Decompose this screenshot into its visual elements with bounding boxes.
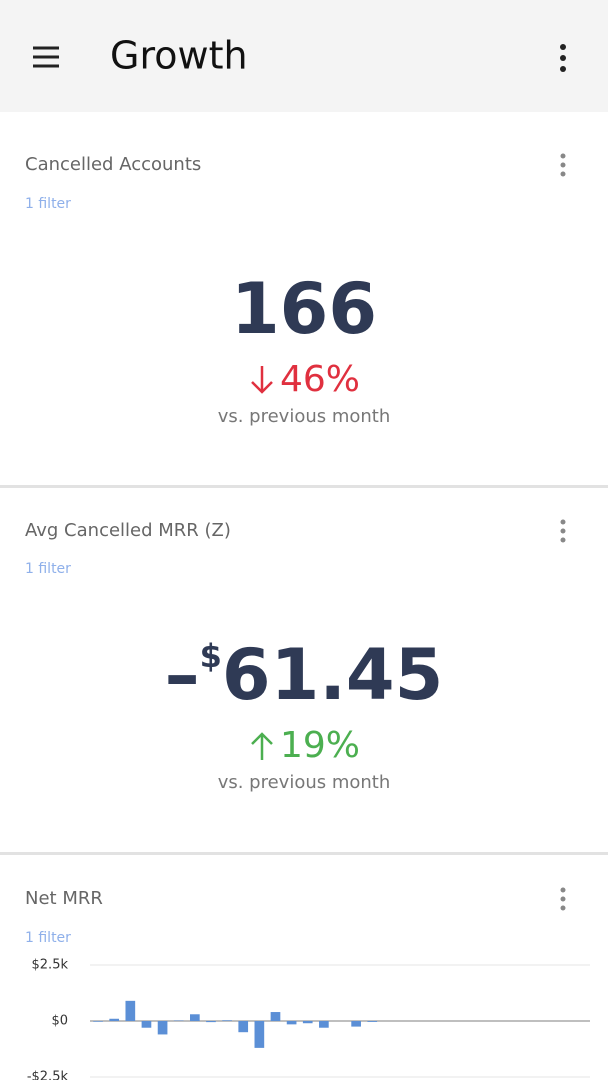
bar bbox=[222, 1020, 232, 1021]
bar bbox=[254, 1021, 265, 1048]
app-title: Growth bbox=[110, 34, 248, 78]
comparison: vs. previous month bbox=[218, 772, 391, 793]
y-tick-label: $2.5k bbox=[32, 958, 69, 973]
filter-link[interactable]: 1 filter bbox=[25, 561, 71, 577]
up-arrow bbox=[251, 732, 273, 760]
metric-change: 46% bbox=[280, 359, 360, 400]
card-title: Cancelled Accounts bbox=[25, 154, 201, 175]
bar bbox=[286, 1021, 297, 1025]
bar bbox=[125, 1000, 136, 1021]
amount: 61.45 bbox=[222, 634, 443, 716]
bar bbox=[190, 1014, 200, 1021]
currency: $ bbox=[200, 637, 222, 675]
metric-value: –$61.45 bbox=[165, 634, 444, 716]
card-menu[interactable] bbox=[560, 887, 566, 911]
card-menu[interactable] bbox=[560, 519, 566, 543]
bar bbox=[270, 1012, 281, 1021]
down-arrow bbox=[251, 366, 273, 394]
divider bbox=[0, 852, 608, 855]
overflow-menu[interactable] bbox=[560, 44, 566, 72]
sign: – bbox=[165, 634, 200, 716]
card-menu[interactable] bbox=[560, 153, 566, 177]
metric-value: 166 bbox=[231, 268, 377, 350]
y-tick-label: -$2.5k bbox=[27, 1070, 69, 1080]
bar bbox=[109, 1018, 120, 1021]
filter-link[interactable]: 1 filter bbox=[25, 196, 71, 212]
divider bbox=[0, 485, 608, 488]
y-tick-label: $0 bbox=[51, 1014, 68, 1029]
filter-link[interactable]: 1 filter bbox=[25, 930, 71, 946]
bar bbox=[141, 1021, 152, 1028]
bar bbox=[302, 1021, 313, 1024]
card-title: Avg Cancelled MRR (Z) bbox=[25, 520, 231, 541]
bar bbox=[206, 1021, 216, 1023]
app-bar bbox=[0, 0, 608, 112]
bar bbox=[367, 1021, 378, 1022]
bar bbox=[238, 1021, 249, 1033]
comparison: vs. previous month bbox=[218, 406, 391, 427]
bar bbox=[157, 1021, 168, 1035]
bar bbox=[319, 1021, 329, 1028]
card-title: Net MRR bbox=[25, 888, 103, 909]
bar bbox=[93, 1021, 103, 1022]
metric-change: 19% bbox=[280, 725, 360, 766]
menu-button[interactable] bbox=[33, 46, 59, 68]
bar bbox=[351, 1021, 361, 1027]
